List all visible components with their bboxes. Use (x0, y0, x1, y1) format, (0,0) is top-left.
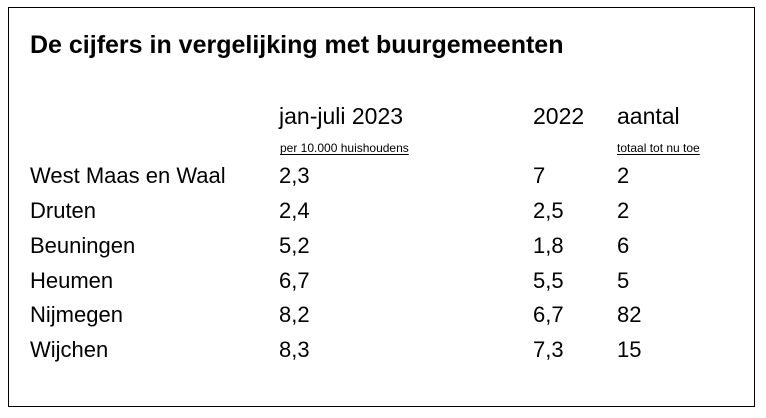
row-value-2023: 2,3 (279, 163, 310, 188)
row-value-2022: 1,8 (533, 233, 564, 258)
column-subheader-totaal: totaal tot nu toe (617, 141, 700, 155)
column-header-jan-juli-2023: jan-juli 2023 (279, 103, 404, 129)
row-name: West Maas en Waal (30, 163, 226, 188)
row-name: Heumen (30, 268, 114, 293)
column-header-aantal: aantal (617, 103, 680, 129)
row-name: Beuningen (30, 233, 136, 258)
row-count: 6 (617, 233, 630, 258)
row-name: Druten (30, 198, 97, 223)
table-frame (8, 7, 755, 407)
row-count: 2 (617, 163, 630, 188)
row-count: 82 (617, 302, 642, 327)
row-value-2023: 6,7 (279, 268, 310, 293)
row-name: Wijchen (30, 337, 109, 362)
row-count: 15 (617, 337, 642, 362)
row-name: Nijmegen (30, 302, 123, 327)
column-subheader-per-huishoudens: per 10.000 huishoudens (280, 141, 409, 155)
page-title: De cijfers in vergelijking met buurgemee… (30, 31, 564, 59)
row-value-2023: 8,2 (279, 302, 310, 327)
row-value-2022: 7 (533, 163, 546, 188)
row-count: 5 (617, 268, 630, 293)
row-value-2023: 5,2 (279, 233, 310, 258)
row-count: 2 (617, 198, 630, 223)
column-header-2022: 2022 (533, 103, 585, 129)
row-value-2022: 7,3 (533, 337, 564, 362)
row-value-2023: 8,3 (279, 337, 310, 362)
row-value-2022: 6,7 (533, 302, 564, 327)
row-value-2022: 2,5 (533, 198, 564, 223)
row-value-2022: 5,5 (533, 268, 564, 293)
row-value-2023: 2,4 (279, 198, 310, 223)
